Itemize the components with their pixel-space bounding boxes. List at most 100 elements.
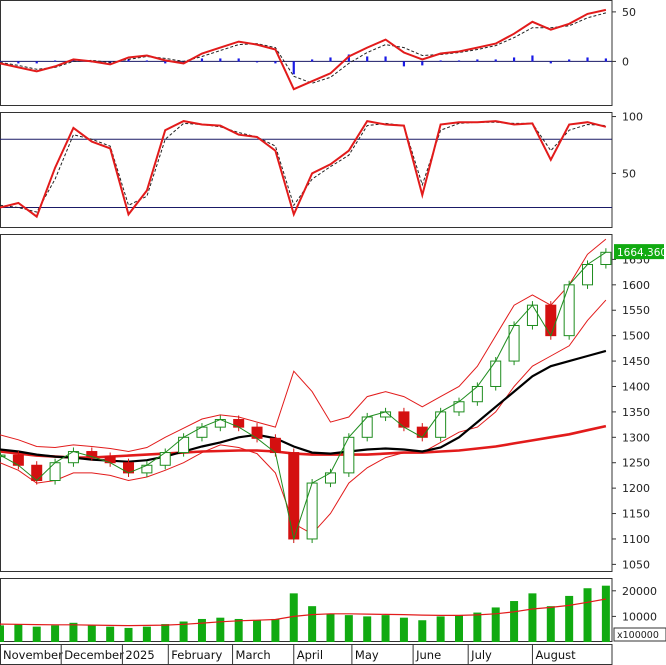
volume-bar [491, 607, 500, 642]
price-candle [343, 436, 355, 474]
price-candle [49, 462, 61, 482]
month-label: November [3, 648, 63, 662]
volume-unit-box [613, 627, 666, 642]
macd-histogram-bar [255, 61, 259, 63]
price-candle [545, 304, 557, 337]
volume-bar [124, 627, 133, 642]
price-tick-label: 1400 [622, 380, 650, 393]
price-candle [435, 411, 447, 438]
volume-bar [106, 626, 115, 642]
macd-histogram-bar [586, 57, 589, 62]
price-candle [306, 482, 318, 540]
price-tick-label: 1100 [622, 533, 650, 546]
volume-bar [583, 588, 592, 642]
volume-bar [216, 617, 225, 642]
macd-tick-label: 50 [622, 6, 636, 19]
price-close-line [0, 251, 607, 541]
month-label: May [355, 648, 379, 662]
volume-bar [179, 621, 188, 642]
month-label: July [470, 648, 492, 662]
volume-panel: 20000 10000 x100000 [0, 578, 666, 642]
price-candle [563, 284, 575, 337]
macd-histogram-bar [292, 61, 295, 75]
volume-tick-label: 20000 [622, 585, 657, 598]
moving-average-long-line [0, 424, 607, 459]
volume-bar [161, 624, 170, 642]
macd-histogram-bar [145, 60, 148, 62]
month-label: December [64, 648, 124, 662]
price-candle [0, 454, 6, 458]
volume-bar [381, 615, 390, 642]
macd-histogram-bar [457, 60, 461, 62]
volume-bar [142, 626, 151, 642]
macd-histogram-bar [568, 59, 571, 62]
macd-histogram-bar [439, 60, 442, 62]
volume-bar [565, 595, 574, 642]
volume-bar [418, 620, 427, 642]
price-candle [508, 324, 520, 362]
volume-bar [253, 620, 262, 642]
stochastic-d-line [0, 121, 606, 213]
volume-bar [51, 625, 60, 642]
macd-histogram-bar [164, 61, 167, 64]
volume-bar [473, 612, 482, 642]
volume-bar [69, 622, 78, 642]
volume-bar [436, 616, 445, 642]
price-tick-label: 1300 [622, 431, 650, 444]
macd-tick-label: 0 [622, 55, 629, 68]
macd-histogram-bar [219, 58, 222, 62]
macd-histogram-bar [17, 61, 20, 64]
macd-histogram-bar [549, 61, 552, 64]
macd-frame [0, 0, 613, 106]
volume-bar [289, 593, 298, 642]
price-panel: 1650160015501500145014001350130012501200… [0, 234, 666, 572]
stochastic-k-line [0, 119, 607, 219]
volume-average-line [0, 598, 607, 627]
price-tick-label: 1450 [622, 355, 650, 368]
volume-bar [399, 617, 408, 642]
volume-bar [32, 626, 41, 642]
macd-histogram-bar [329, 57, 332, 62]
macd-histogram-bar [476, 59, 479, 62]
month-label: March [236, 648, 271, 662]
price-tick-label: 1050 [622, 558, 650, 571]
macd-signal-line [0, 12, 607, 84]
volume-bar [601, 585, 610, 642]
month-label: April [297, 648, 323, 662]
month-label: June [415, 648, 441, 662]
price-candle [471, 385, 483, 403]
bollinger-upper-line [0, 238, 607, 453]
price-tick-label: 1250 [622, 457, 650, 470]
moving-average-mid-line [0, 349, 607, 463]
price-candle [288, 452, 300, 540]
price-tick-label: 1350 [622, 406, 650, 419]
volume-bar [308, 606, 317, 642]
macd-histogram-bar [274, 61, 277, 64]
volume-unit-label: x100000 [617, 630, 659, 641]
volume-bar [271, 618, 280, 642]
macd-histogram-bar [347, 54, 350, 62]
stochastic-tick-label: 50 [622, 167, 636, 180]
macd-histogram-bar [402, 61, 406, 67]
macd-histogram-bar [421, 61, 424, 66]
month-label: February [171, 648, 222, 662]
volume-bar [528, 593, 537, 642]
price-candle [361, 416, 373, 438]
macd-histogram-bar [604, 58, 607, 62]
macd-panel: 50 0 [0, 0, 636, 106]
macd-histogram-bar [237, 58, 240, 62]
volume-bar [0, 625, 4, 642]
x-axis: November December 2025 February March April Ma… [0, 644, 613, 665]
macd-histogram-bar [366, 56, 369, 62]
macd-histogram-bar [53, 60, 57, 62]
price-tick-label: 1500 [622, 330, 650, 343]
volume-tick-label: 10000 [622, 610, 657, 623]
macd-histogram-bar [0, 61, 2, 63]
macd-histogram-bar [35, 61, 38, 64]
last-price-label: 1664.360 [617, 247, 666, 259]
volume-bar [455, 615, 463, 642]
macd-histogram-bar [384, 56, 387, 62]
price-candle [582, 263, 594, 286]
